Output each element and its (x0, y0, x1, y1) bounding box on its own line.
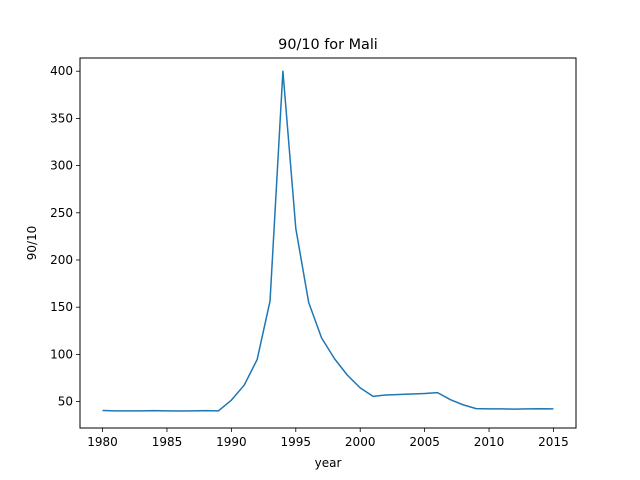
y-axis-label: 90/10 (25, 226, 39, 261)
x-tick-label: 2010 (474, 435, 505, 449)
y-tick-label: 50 (58, 395, 73, 409)
y-tick-label: 150 (50, 300, 73, 314)
x-tick-label: 2015 (538, 435, 569, 449)
y-tick-label: 350 (50, 111, 73, 125)
x-axis-label: year (315, 456, 342, 470)
y-tick-label: 200 (50, 253, 73, 267)
series-line (102, 70, 554, 412)
chart-title: 90/10 for Mali (278, 37, 378, 53)
x-tick-label: 2005 (409, 435, 440, 449)
x-tick-label: 1990 (216, 435, 247, 449)
x-tick-label: 1980 (87, 435, 118, 449)
x-tick-label: 1985 (152, 435, 183, 449)
y-tick-label: 100 (50, 347, 73, 361)
x-tick-label: 1995 (281, 435, 312, 449)
plot-frame (79, 57, 577, 429)
y-tick-label: 300 (50, 159, 73, 173)
x-tick-label: 2000 (345, 435, 376, 449)
y-tick-label: 250 (50, 206, 73, 220)
plot-area (102, 70, 554, 412)
y-tick-label: 400 (50, 64, 73, 78)
